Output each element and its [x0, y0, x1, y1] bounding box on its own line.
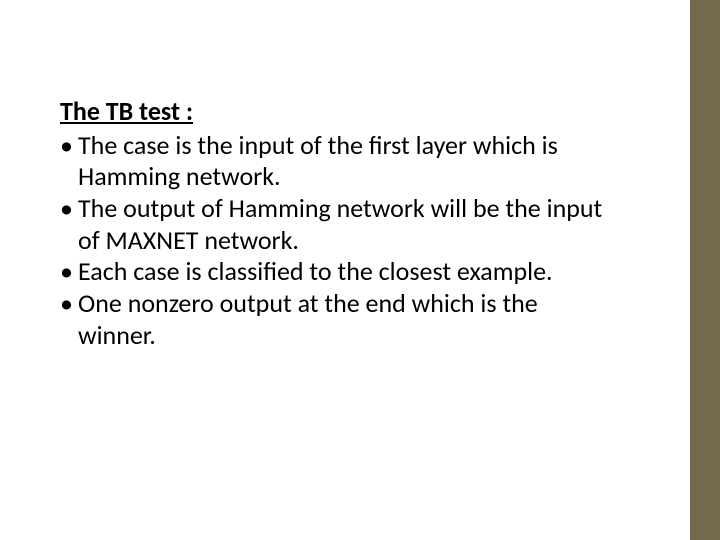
list-item: One nonzero output at the end which is t… — [60, 288, 620, 351]
list-item: The output of Hamming network will be th… — [60, 193, 620, 256]
slide-content: The TB test : The case is the input of t… — [60, 95, 620, 352]
list-item: Each case is classified to the closest e… — [60, 256, 620, 288]
bullet-list: The case is the input of the first layer… — [60, 130, 620, 352]
accent-bar — [690, 0, 720, 540]
slide: The TB test : The case is the input of t… — [0, 0, 720, 540]
list-item: The case is the input of the first layer… — [60, 130, 620, 193]
slide-heading: The TB test : — [60, 95, 620, 128]
